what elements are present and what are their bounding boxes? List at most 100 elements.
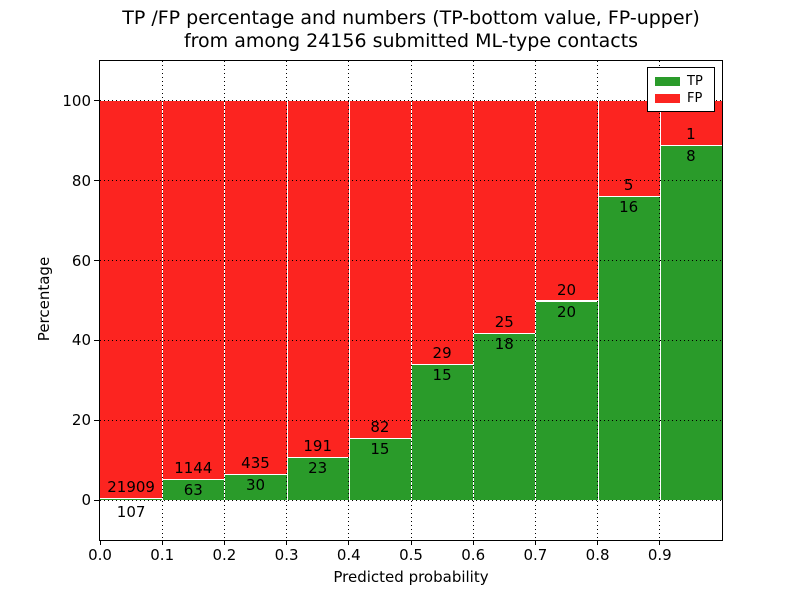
tp-count-label: 8 [686,147,696,166]
fp-count-label: 21909 [107,478,155,497]
y-tick-label: 40 [71,331,91,350]
x-tick-label: 0.3 [274,546,299,564]
fp-count-label: 1 [686,125,696,144]
bar-fp-segment [348,100,411,439]
tp-count-label: 16 [619,197,639,216]
plot-area: TP FP 21909 107 1144 63 435 30 191 23 82 15 29 15 25… [62,60,723,563]
fp-count-label: 82 [370,418,390,437]
y-tick-label: 20 [71,411,91,430]
grid-vline [348,61,350,540]
legend-item-tp: TP [655,73,707,90]
x-tick-mark [99,540,101,545]
x-tick-mark [472,540,474,545]
bar-tp-segment [597,195,660,501]
tp-count-label: 20 [556,302,577,321]
x-tick-mark [534,540,536,545]
fp-count-label: 1144 [174,459,213,478]
y-tick-label: 60 [71,251,91,270]
bar-tp-segment [162,479,225,501]
bar-fp-segment [100,100,163,499]
bar-fp-segment [535,100,598,301]
x-tick-label: 0.5 [399,546,423,564]
fp-count-label: 29 [432,344,452,362]
tp-count-label: 15 [432,366,452,384]
x-axis-label: Predicted probability [333,568,489,586]
legend: TP FP [647,67,715,112]
x-tick-mark [286,540,288,545]
x-tick-label: 0.9 [647,546,672,564]
grid-vline [223,61,225,540]
x-tick-label: 0.7 [523,546,548,564]
fp-count-label: 191 [303,437,333,456]
tp-count-label: 15 [370,440,390,459]
y-tick-label: 100 [62,91,91,110]
bar-tp-segment [348,438,411,501]
grid-vline [659,61,661,540]
x-tick-label: 0.6 [461,546,486,564]
bar-tp-segment [535,300,598,501]
tp-count-label: 18 [494,334,514,353]
chart-title-line2: from among 24156 submitted ML-type conta… [183,30,639,52]
legend-item-fp: FP [655,90,707,107]
bar-tp-segment [411,364,474,501]
legend-label-fp: FP [687,91,703,106]
tp-count-label: 23 [308,459,328,478]
bar-fp-segment [224,100,287,475]
grid-hline [100,499,722,501]
grid-vline [534,61,536,540]
bar-tp-segment [659,145,722,501]
x-tick-mark [597,540,599,545]
chart-title-line1: TP /FP percentage and numbers (TP-bottom… [122,7,700,29]
x-tick-label: 0.4 [336,546,361,564]
fp-count-label: 20 [556,280,577,299]
bar-fp-segment [286,100,349,458]
bar-tp-segment [286,457,349,501]
grid-hline [100,339,722,341]
tp-count-label: 30 [245,476,266,495]
y-tick-label: 80 [71,171,91,190]
bar-tp-segment [100,498,163,501]
legend-label-tp: TP [687,74,703,89]
grid-vline [161,61,163,540]
grid-vline [472,61,474,540]
bar-tp-segment [224,474,287,501]
y-tick-mark [94,180,100,182]
chart-title: TP /FP percentage and numbers (TP-bottom… [99,7,723,53]
y-tick-mark [94,419,100,421]
bar-fp-segment [597,100,660,196]
legend-swatch-tp [655,77,680,86]
y-tick-mark [94,339,100,341]
bar-fp-segment [162,100,225,480]
x-tick-mark [223,540,225,545]
x-tick-label: 0.8 [585,546,610,564]
x-tick-mark [410,540,412,545]
fp-count-label: 435 [241,454,270,473]
y-tick-mark [94,499,100,501]
y-tick-label: 0 [81,491,91,510]
fp-count-label: 5 [623,175,634,194]
x-tick-label: 0.1 [150,546,175,564]
fp-count-label: 25 [494,312,514,331]
x-tick-label: 0.0 [88,546,112,564]
grid-vline [286,61,288,540]
x-tick-mark [348,540,350,545]
legend-swatch-fp [655,94,680,103]
grid-vline [410,61,412,540]
bar-fp-segment [473,100,536,333]
tp-count-label: 107 [116,503,146,522]
y-tick-mark [94,260,100,262]
bar-fp-segment [411,100,474,364]
y-axis-label: Percentage [35,256,53,342]
grid-hline [100,260,722,262]
bar-tp-segment [473,332,536,501]
x-tick-label: 0.2 [212,546,237,564]
grid-hline [100,180,722,182]
grid-vline [597,61,599,540]
x-tick-mark [161,540,163,545]
grid-hline [100,419,722,421]
tp-count-label: 63 [183,481,203,500]
y-tick-mark [94,100,100,102]
grid-hline [100,100,722,102]
x-tick-mark [659,540,661,545]
